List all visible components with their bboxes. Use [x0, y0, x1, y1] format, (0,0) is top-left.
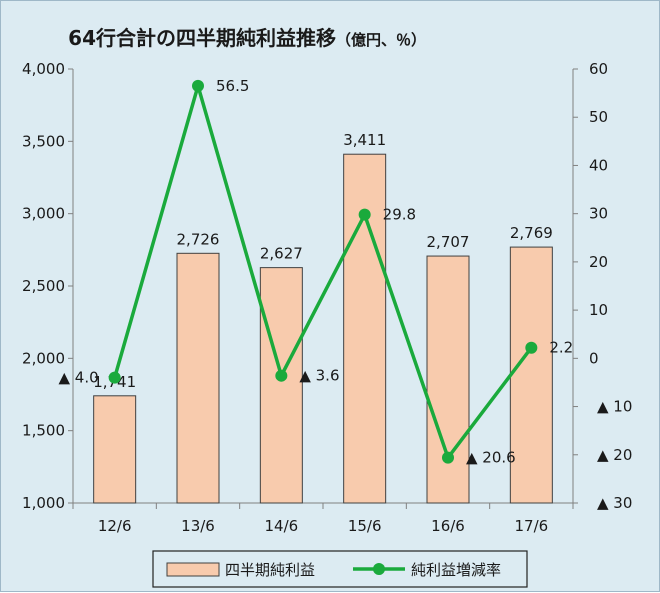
rate-point — [108, 371, 121, 384]
rate-point — [525, 341, 538, 354]
y-left-tick-label: 1,500 — [22, 422, 65, 440]
rate-data-label: 2.2 — [549, 339, 573, 357]
y-right-tick-label: 60 — [589, 60, 608, 78]
y-right-tick-label: ▲ 10 — [597, 398, 632, 416]
bar — [509, 246, 553, 504]
rate-data-label: 56.5 — [216, 77, 249, 95]
rate-point — [442, 451, 454, 464]
x-tick-label: 15/6 — [348, 517, 382, 535]
bar — [176, 252, 220, 504]
y-right-tick-label: 0 — [589, 349, 599, 367]
y-left-tick-label: 3,500 — [22, 132, 65, 150]
rate-line — [112, 84, 533, 460]
bar — [93, 395, 137, 504]
legend: 四半期純利益 純利益増減率 — [152, 550, 528, 588]
bar — [343, 153, 387, 504]
y-left-tick-label: 1,000 — [22, 494, 65, 512]
rate-data-label: ▲ 3.6 — [299, 367, 339, 385]
x-tick-label: 14/6 — [264, 517, 298, 535]
bar-data-label: 2,769 — [510, 224, 553, 242]
legend-line-marker — [373, 563, 385, 575]
x-tick-label: 12/6 — [98, 517, 132, 535]
y-right-tick-label: 30 — [589, 205, 608, 223]
legend-line-label: 純利益増減率 — [411, 561, 501, 579]
bar-data-label: 2,726 — [177, 230, 220, 248]
rate-point — [275, 369, 288, 382]
y-right-tick-label: ▲ 20 — [597, 446, 632, 464]
plot-area: 1,000 1,500 2,000 2,500 3,000 3,500 4,000 ▲ 30 ▲… — [22, 60, 632, 535]
rate-point — [192, 79, 204, 92]
bar — [426, 255, 470, 504]
y-right-tick-label: 10 — [589, 301, 608, 319]
y-right-tick-label: 40 — [589, 156, 608, 174]
legend-bar-label: 四半期純利益 — [225, 561, 315, 579]
y-right-tick-label: 20 — [589, 253, 608, 271]
y-left-tick-label: 2,500 — [22, 277, 65, 295]
bar-data-label: 2,707 — [427, 233, 470, 251]
rate-data-label: ▲ 4.0 — [58, 369, 98, 387]
legend-bar-swatch — [166, 562, 220, 577]
bar-data-label: 2,627 — [260, 245, 303, 263]
bar-data-label: 3,411 — [343, 131, 386, 149]
rate-data-label: ▲ 20.6 — [466, 449, 516, 467]
x-tick-label: 16/6 — [431, 517, 465, 535]
rate-point — [358, 208, 371, 221]
plot-background — [73, 69, 573, 503]
y-left-tick-label: 3,000 — [22, 205, 65, 223]
y-right-tick-label: ▲ 30 — [597, 494, 632, 512]
y-right-tick-label: 50 — [589, 108, 608, 126]
rate-data-label: 29.8 — [383, 206, 416, 224]
y-left-tick-label: 4,000 — [22, 60, 65, 78]
y-left-tick-label: 2,000 — [22, 349, 65, 367]
x-tick-label: 13/6 — [181, 517, 215, 535]
x-tick-label: 17/6 — [514, 517, 548, 535]
bar — [259, 267, 303, 504]
chart-title: 64行合計の四半期純利益推移 — [68, 26, 336, 50]
chart-subtitle: （億円、％） — [336, 31, 426, 49]
